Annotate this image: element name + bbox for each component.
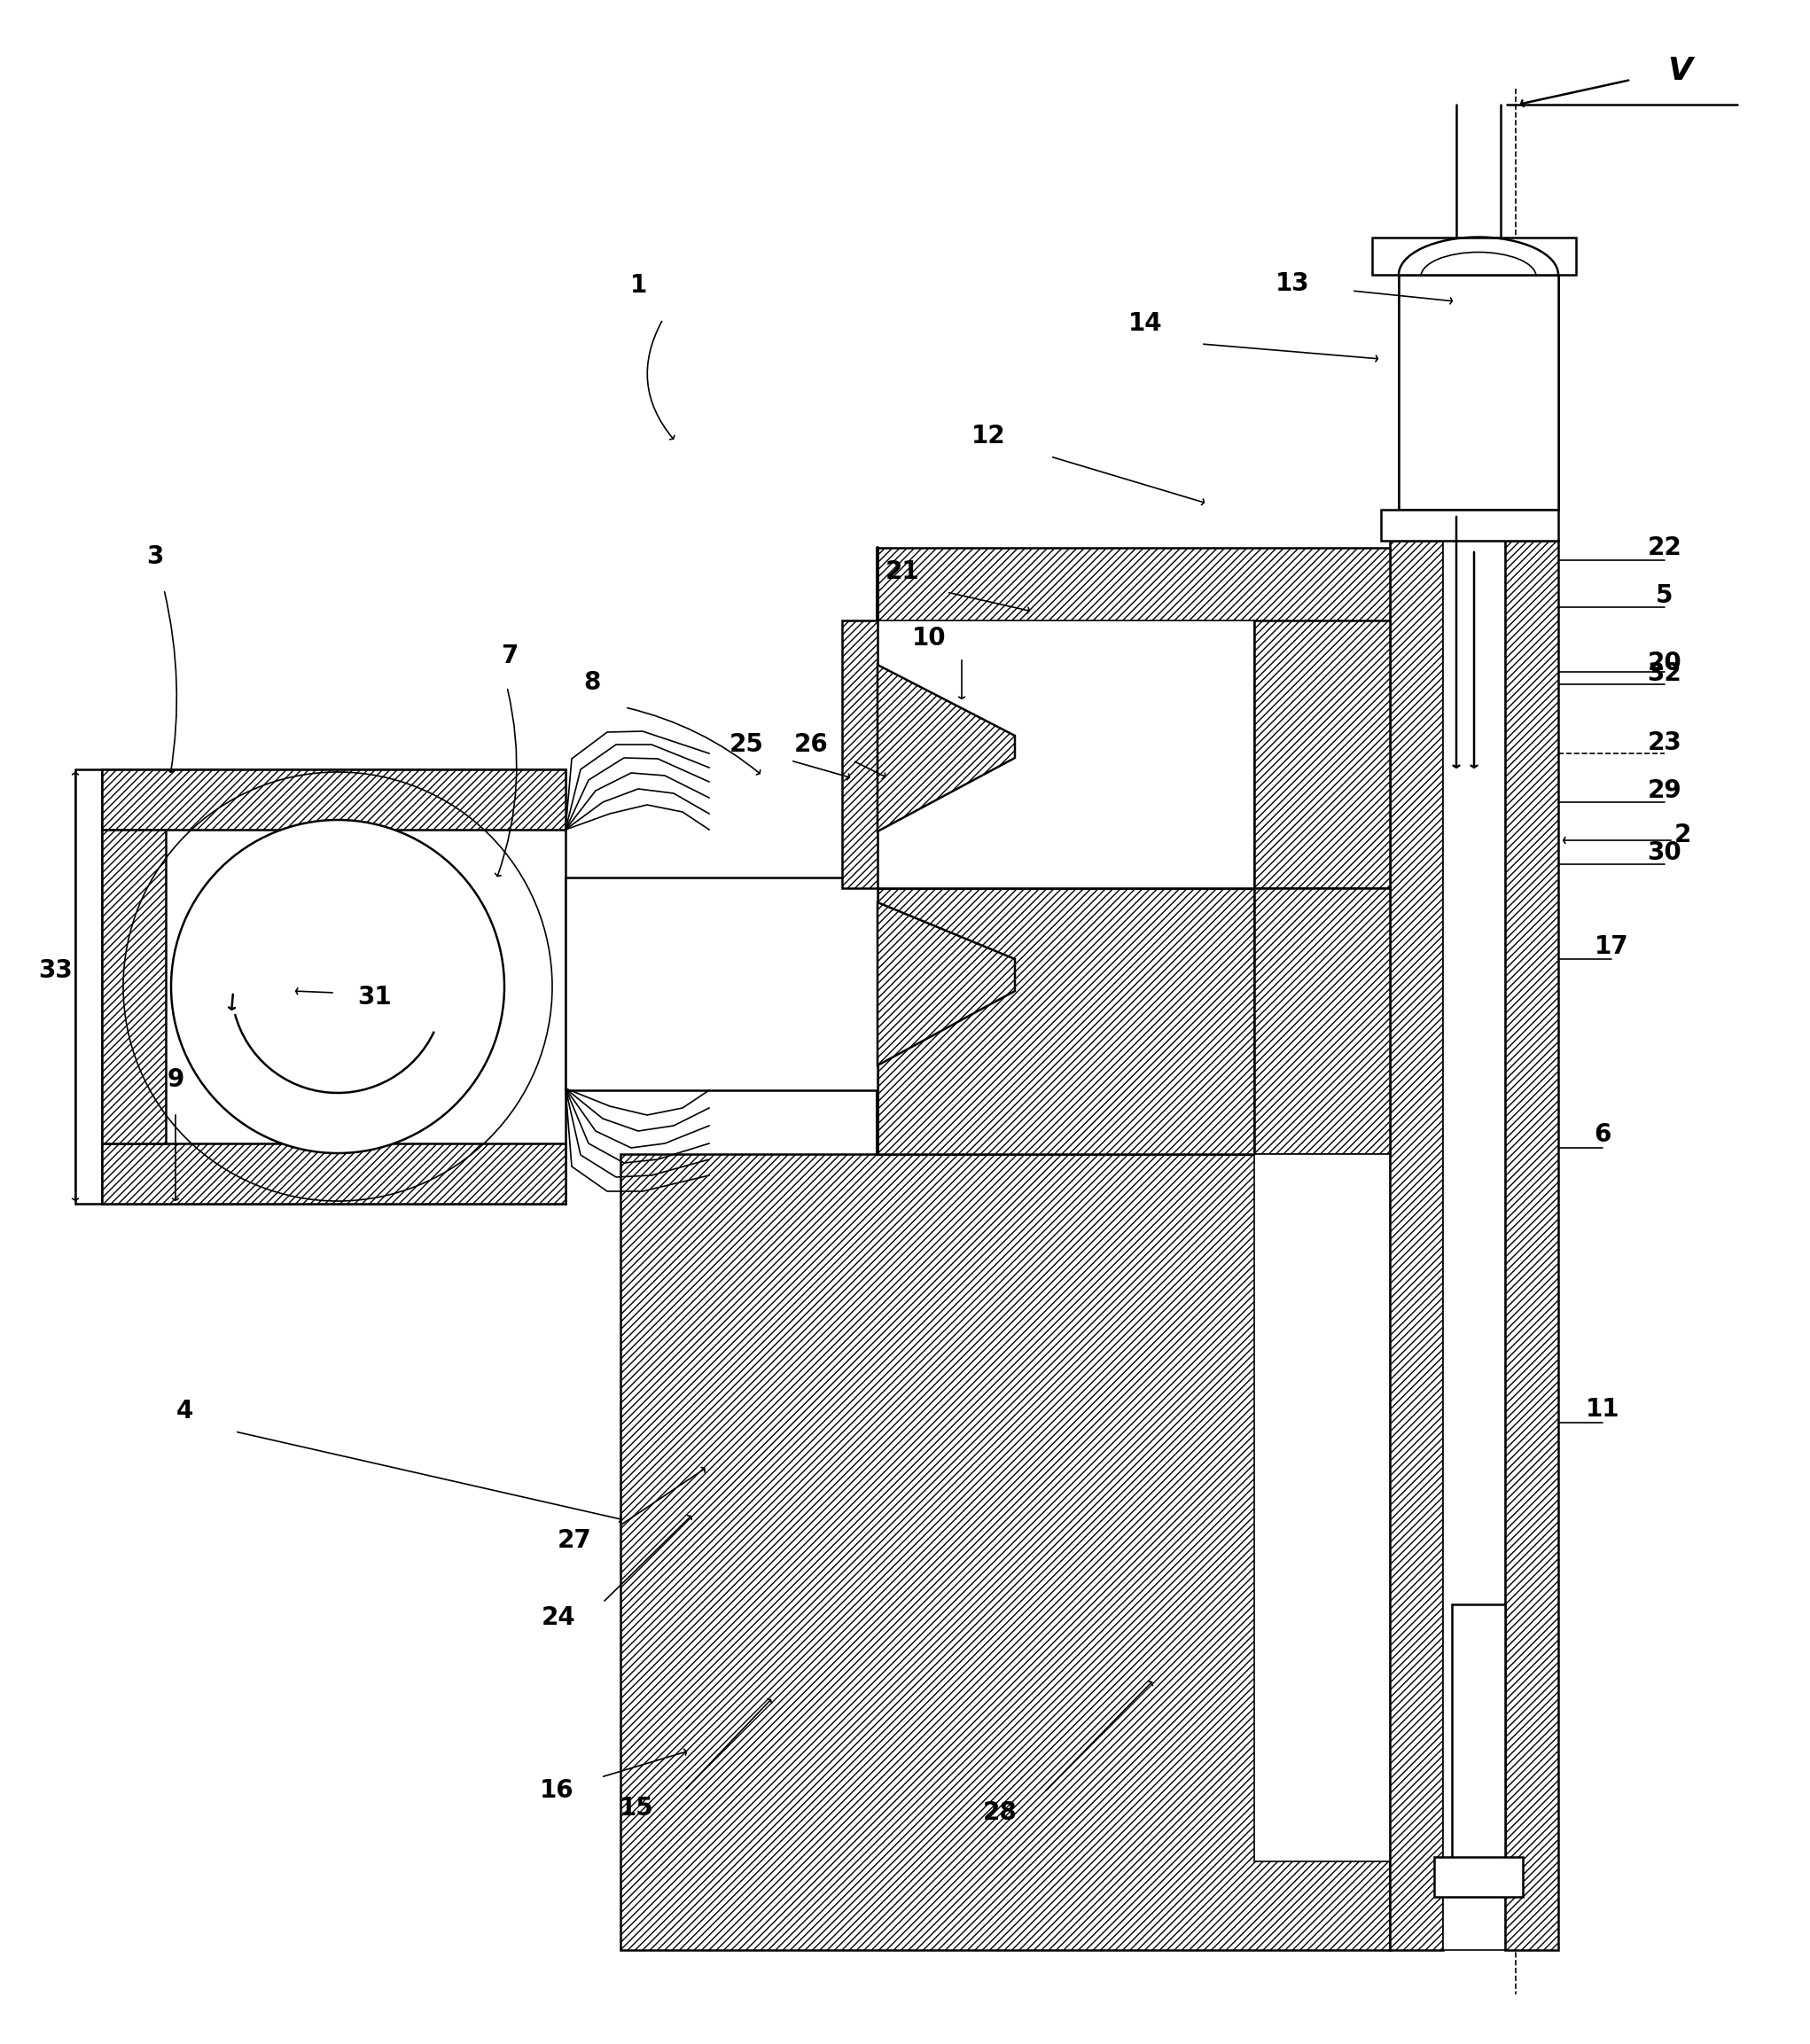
Polygon shape [1452,1605,1506,1862]
Text: 4: 4 [176,1398,194,1423]
Text: 28: 28 [983,1801,1017,1825]
Text: 21: 21 [885,560,919,585]
Text: 3: 3 [147,544,163,568]
Polygon shape [101,769,565,830]
Polygon shape [1390,542,1443,1950]
Text: 27: 27 [557,1529,592,1553]
Text: 17: 17 [1595,934,1629,959]
Polygon shape [1254,1155,1390,1862]
Polygon shape [101,769,565,1204]
Polygon shape [878,901,1015,1065]
Polygon shape [101,1143,565,1204]
Text: 31: 31 [357,985,391,1010]
Polygon shape [1254,889,1390,1155]
Polygon shape [878,664,1015,832]
Polygon shape [842,621,878,889]
Text: V: V [1667,55,1692,86]
Text: 11: 11 [1586,1396,1620,1423]
Circle shape [172,820,505,1153]
Text: 7: 7 [501,644,518,668]
Text: 20: 20 [1647,650,1681,675]
Polygon shape [565,877,878,1089]
Text: 24: 24 [541,1605,576,1629]
Text: 5: 5 [1656,583,1672,607]
Text: 26: 26 [795,732,829,756]
Polygon shape [1254,621,1390,889]
Text: 1: 1 [630,274,646,298]
Text: 25: 25 [729,732,764,756]
Text: 16: 16 [539,1778,574,1803]
Text: 10: 10 [912,625,947,650]
Text: 23: 23 [1647,730,1681,754]
Text: 30: 30 [1647,840,1681,865]
Text: 8: 8 [583,670,601,695]
Text: 29: 29 [1647,779,1681,803]
Text: 6: 6 [1595,1122,1611,1147]
Text: 14: 14 [1128,311,1162,335]
Polygon shape [1372,237,1577,274]
Polygon shape [1443,542,1506,1950]
Text: 22: 22 [1647,536,1681,560]
Polygon shape [1434,1856,1522,1897]
Text: 33: 33 [38,959,72,983]
Polygon shape [1506,542,1558,1950]
Text: 15: 15 [619,1797,653,1821]
Text: 9: 9 [167,1067,185,1091]
Polygon shape [878,621,1254,889]
Text: 2: 2 [1674,822,1691,848]
Polygon shape [878,889,1254,1155]
Polygon shape [878,548,1390,889]
Polygon shape [1381,509,1558,542]
Polygon shape [621,1155,1390,1950]
Text: 32: 32 [1647,662,1681,687]
Polygon shape [1399,274,1558,509]
Text: 13: 13 [1276,272,1309,296]
Polygon shape [101,830,167,1143]
Text: 12: 12 [972,423,1005,448]
